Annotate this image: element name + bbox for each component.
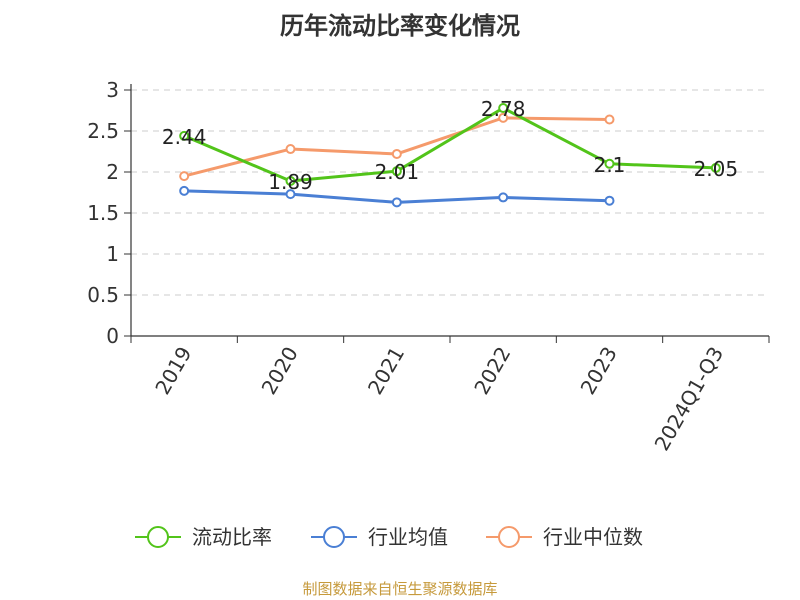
y-tick-label: 2.5 (87, 119, 119, 143)
data-label: 2.1 (594, 153, 626, 177)
x-tick-label: 2020 (257, 343, 303, 399)
data-point (710, 162, 721, 173)
data-point (285, 189, 296, 200)
data-label: 2.44 (162, 125, 207, 149)
data-label: 1.89 (268, 170, 313, 194)
data-point (285, 176, 296, 187)
data-point (604, 114, 615, 125)
data-point (391, 166, 402, 177)
legend-marker (147, 526, 169, 548)
data-point (604, 195, 615, 206)
data-point (391, 197, 402, 208)
y-tick-label: 1 (106, 242, 119, 266)
legend-label: 行业均值 (368, 525, 448, 549)
series-line (183, 106, 716, 183)
x-tick-label: 2019 (150, 343, 196, 399)
data-point (285, 144, 296, 155)
data-point (179, 130, 190, 141)
data-label: 2.01 (375, 160, 420, 184)
data-point (179, 185, 190, 196)
data-point (604, 158, 615, 169)
legend-label: 流动比率 (192, 525, 272, 549)
legend-marker (498, 526, 520, 548)
legend-label: 行业中位数 (543, 525, 643, 549)
y-tick-label: 0 (106, 324, 119, 348)
source-note: 制图数据来自恒生聚源数据库 (302, 580, 498, 598)
data-point (498, 112, 509, 123)
x-tick-label: 2022 (469, 342, 515, 398)
x-tick-label: 2021 (363, 343, 409, 399)
x-tick-label: 2023 (576, 343, 622, 399)
legend-marker (323, 526, 345, 548)
y-tick-label: 0.5 (87, 283, 119, 307)
y-tick-label: 3 (106, 78, 119, 102)
chart-title: 历年流动比率变化情况 (280, 12, 520, 40)
data-point (391, 148, 402, 159)
data-point (179, 171, 190, 182)
y-tick-label: 1.5 (87, 201, 119, 225)
data-label: 2.05 (694, 157, 739, 181)
data-label: 2.78 (481, 97, 526, 121)
x-tick-label: 2024Q1-Q3 (649, 343, 728, 455)
y-tick-label: 2 (106, 160, 119, 184)
data-point (498, 192, 509, 203)
data-point (498, 103, 509, 114)
